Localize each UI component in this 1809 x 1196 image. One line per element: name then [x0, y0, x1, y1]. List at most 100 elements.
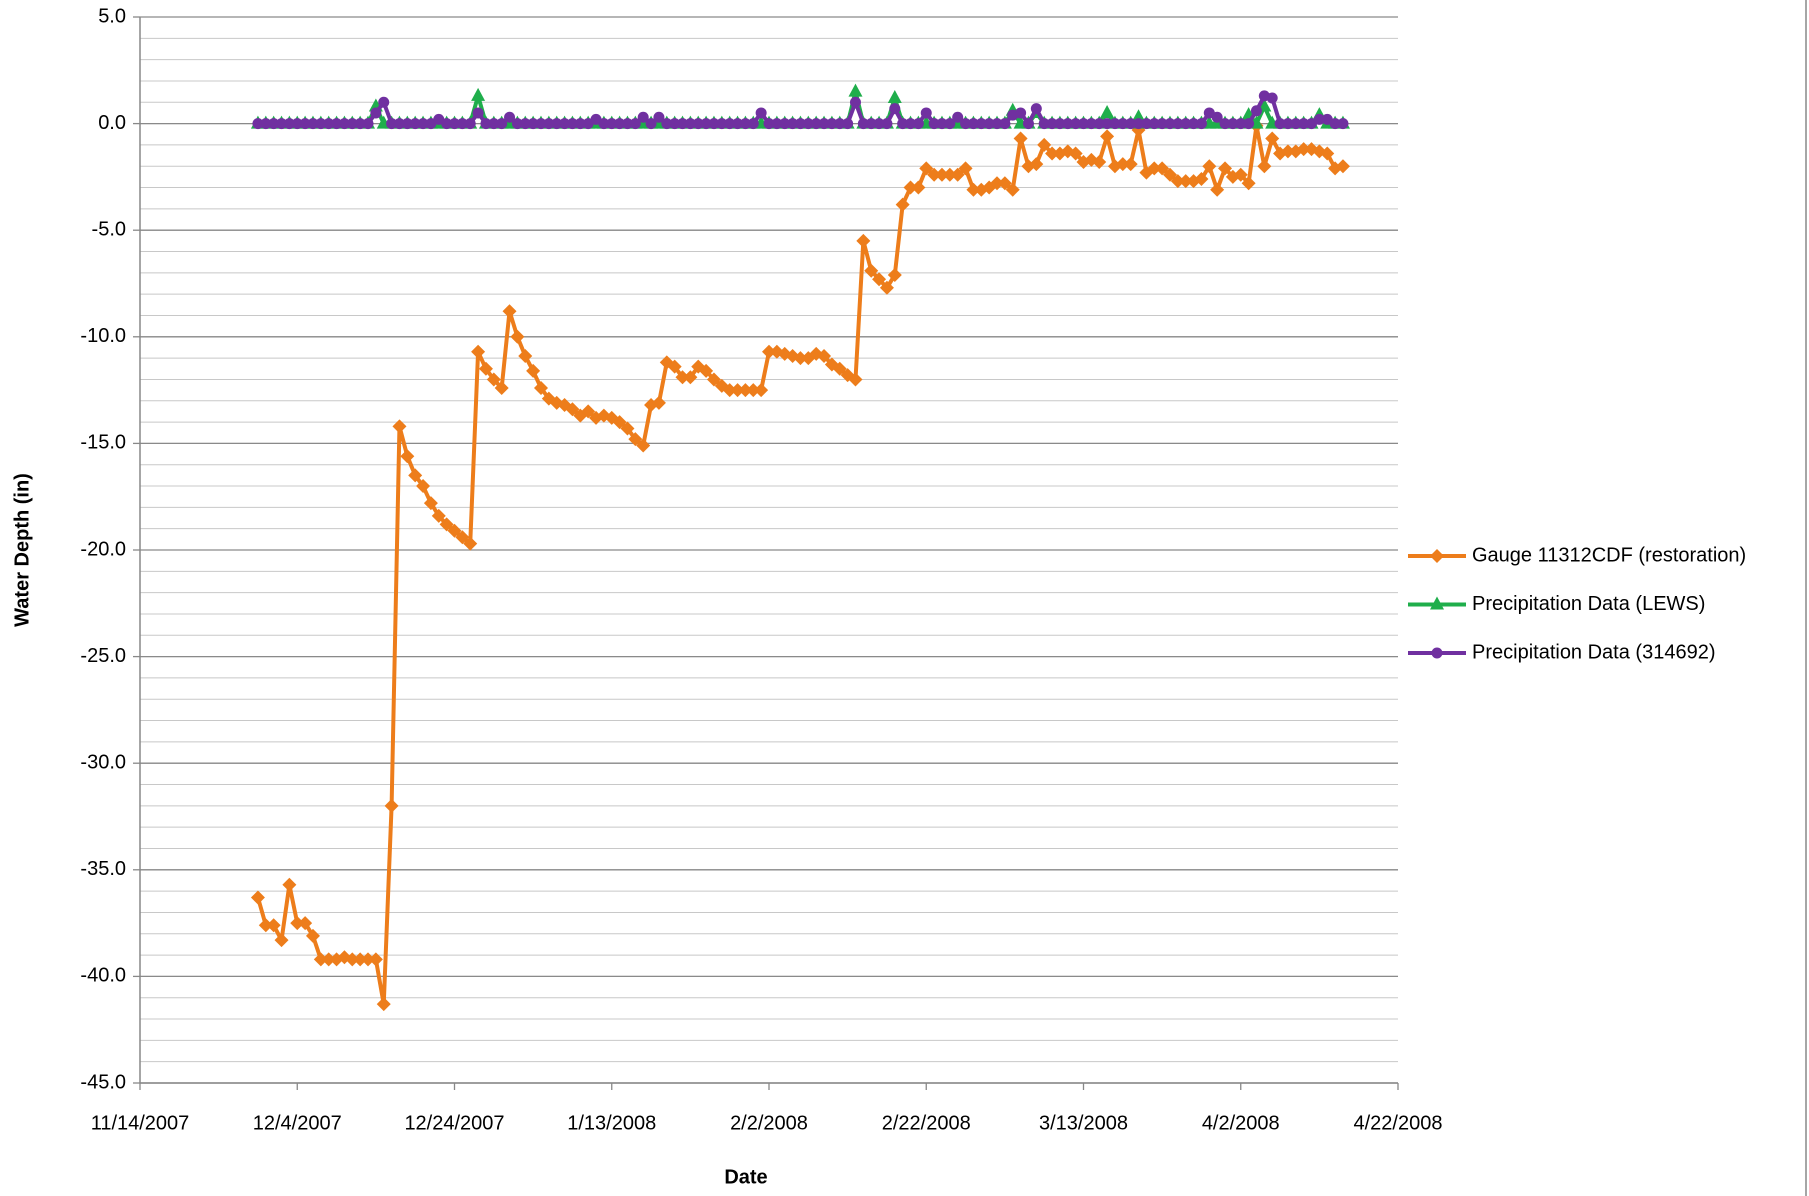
data-point [354, 118, 366, 130]
data-point [449, 118, 460, 130]
data-point [526, 363, 541, 378]
data-point [754, 383, 769, 398]
data-point [502, 304, 517, 319]
data-point [566, 118, 578, 130]
data-point [724, 118, 736, 130]
data-point [1170, 174, 1185, 189]
data-point [1250, 105, 1262, 117]
legend-label: Gauge 11312CDF (restoration) [1472, 544, 1746, 566]
data-point [912, 118, 924, 130]
x-tick-label: 2/22/2008 [882, 1112, 971, 1134]
data-point [1266, 92, 1278, 104]
x-tick-label: 12/24/2007 [404, 1112, 504, 1134]
data-point [1227, 118, 1239, 130]
data-point [488, 118, 500, 130]
data-point [1194, 172, 1209, 187]
data-point [620, 421, 635, 436]
data-point [441, 118, 453, 130]
data-point [1320, 146, 1335, 161]
data-point [486, 372, 501, 387]
data-point [818, 118, 830, 130]
data-point [887, 90, 902, 104]
legend-marker [1430, 549, 1444, 563]
y-tick-label: -40.0 [80, 965, 126, 987]
data-point [966, 182, 981, 197]
data-point [928, 118, 940, 130]
y-tick-label: -20.0 [80, 538, 126, 560]
data-point [905, 118, 917, 130]
data-point [716, 118, 728, 130]
data-point [975, 118, 987, 130]
data-point [378, 96, 390, 108]
data-point [518, 348, 533, 363]
data-point [1235, 118, 1247, 130]
data-point [1092, 154, 1107, 169]
data-point [1296, 142, 1311, 157]
data-point [1274, 118, 1286, 130]
x-axis-label: Date [724, 1166, 767, 1188]
data-point [1329, 118, 1341, 130]
y-tick-label: -30.0 [80, 751, 126, 773]
data-point [732, 118, 744, 130]
data-point [463, 536, 478, 551]
data-point [747, 118, 759, 130]
data-point [472, 107, 484, 119]
data-point [730, 383, 745, 398]
data-point [934, 167, 949, 182]
data-point [408, 468, 423, 483]
data-point [1218, 161, 1233, 176]
data-point [1085, 118, 1097, 130]
data-point [942, 167, 957, 182]
y-tick-label: -45.0 [80, 1071, 126, 1093]
data-point [1210, 182, 1225, 197]
data-point [1005, 182, 1020, 197]
data-point [1337, 118, 1349, 130]
data-point [313, 952, 328, 967]
data-point [661, 118, 673, 130]
data-point [315, 118, 327, 130]
data-point [794, 118, 806, 130]
data-point [991, 118, 1003, 130]
data-point [345, 952, 360, 967]
data-point [307, 118, 319, 130]
data-point [1243, 118, 1255, 130]
legend-label: Precipitation Data (314692) [1472, 641, 1715, 663]
data-point [362, 118, 374, 130]
data-point [1298, 118, 1310, 130]
data-point [1148, 118, 1160, 130]
data-point [519, 118, 531, 130]
data-point [376, 997, 391, 1012]
data-point [268, 118, 280, 130]
data-point [1070, 118, 1082, 130]
data-point [919, 161, 934, 176]
data-point [636, 438, 651, 453]
data-point [494, 380, 509, 395]
data-point [879, 280, 894, 295]
data-point [983, 118, 995, 130]
data-point [1038, 118, 1050, 130]
data-point [1188, 118, 1200, 130]
data-point [527, 118, 539, 130]
data-point [1109, 118, 1121, 130]
data-point [1257, 159, 1272, 174]
data-point [1015, 107, 1027, 119]
data-point [848, 83, 863, 97]
data-point [802, 118, 814, 130]
data-point [581, 404, 596, 419]
data-point [651, 395, 666, 410]
data-point [1265, 131, 1280, 146]
data-point [252, 118, 264, 130]
data-point [346, 118, 358, 130]
data-point [637, 111, 649, 123]
data-point [746, 383, 761, 398]
data-point [305, 928, 320, 943]
data-point [779, 118, 791, 130]
data-point [653, 111, 665, 123]
data-point [1211, 111, 1223, 123]
data-point [338, 118, 350, 130]
data-point [722, 383, 737, 398]
data-point [708, 118, 720, 130]
data-point [629, 118, 641, 130]
data-point [1156, 118, 1168, 130]
